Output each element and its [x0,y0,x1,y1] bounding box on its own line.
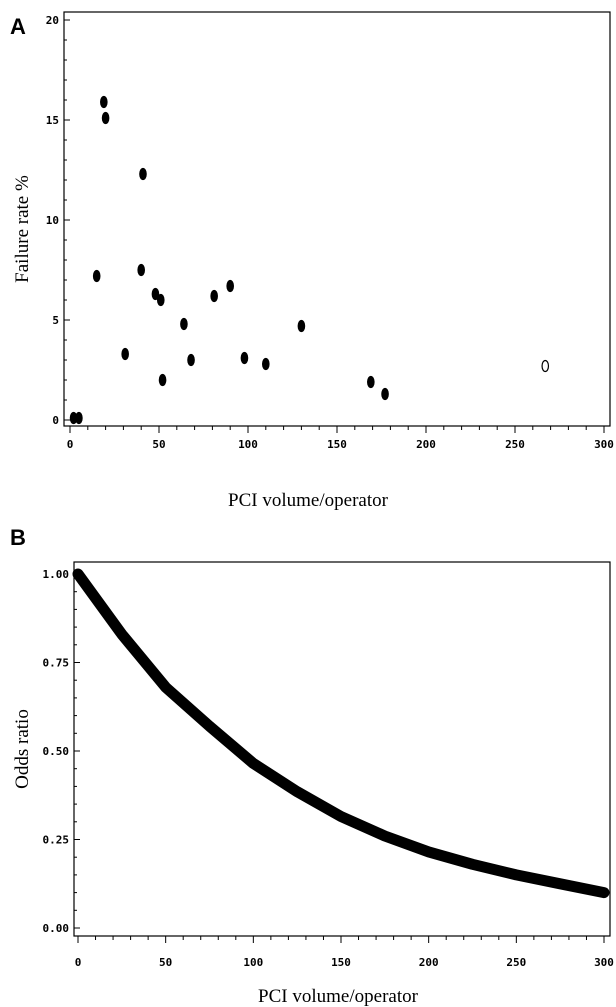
data-point [137,263,146,277]
y-tick-label: 0.75 [43,657,70,670]
data-point [367,375,375,389]
data-point [101,111,110,125]
data-point [240,351,249,365]
data-point [92,269,101,283]
y-tick-label: 5 [52,314,59,327]
x-tick-label: 250 [505,438,525,451]
panel-a-x-axis-label: PCI volume/operator [228,490,389,511]
x-tick-label: 150 [327,438,347,451]
panel-a-points [69,95,550,425]
x-tick-label: 50 [159,956,172,969]
y-tick-label: 0.25 [43,834,70,847]
data-point [139,167,147,181]
panel-a-x-ticks: 0 50 100 150 200 250 300 [67,426,614,451]
y-tick-label: 20 [46,14,59,27]
panel-a-y-axis-label: Failure rate % [12,175,33,283]
x-tick-label: 0 [75,956,82,969]
x-tick-label: 150 [331,956,351,969]
x-tick-label: 300 [594,438,614,451]
panel-b-frame [73,561,611,937]
y-tick-label: 15 [46,114,59,127]
x-tick-label: 100 [238,438,258,451]
panel-a-frame [63,11,611,427]
x-tick-label: 250 [506,956,526,969]
panel-b-y-ticks: 0.00 0.25 0.50 0.75 1.00 [43,568,80,935]
data-point [261,357,270,371]
y-tick-label: 0.50 [43,745,70,758]
y-tick-label: 1.00 [43,568,70,581]
panel-b-letter: B [10,525,26,550]
data-point [226,279,235,293]
panel-a-chart: 0 5 10 15 20 0 50 100 150 200 250 300 PCI volume/o… [12,11,614,511]
panel-a-letter: A [10,14,26,39]
data-point [297,319,306,333]
data-point [180,317,188,331]
data-point [156,293,165,307]
data-point [151,287,160,301]
y-tick-label: 0 [52,414,59,427]
x-tick-label: 300 [594,956,614,969]
x-tick-label: 0 [67,438,74,451]
data-point [381,387,389,401]
data-point [158,373,167,387]
y-tick-label: 0.00 [43,922,70,935]
panel-a-y-ticks: 0 5 10 15 20 [46,14,70,427]
data-point [75,411,83,425]
x-tick-label: 200 [416,438,436,451]
panel-b-chart: 0.000.250.500.751.00 0 50 100 150 200 250 300 … [12,561,614,1007]
panel-b-x-ticks: 0 50 100 150 200 250 300 [75,936,614,969]
panel-b-y-axis-label: Odds ratio [12,709,33,789]
data-point-open [541,359,550,373]
data-point [187,353,195,367]
panel-b-x-axis-label: PCI volume/operator [258,986,419,1007]
data-point [210,289,218,303]
x-tick-label: 200 [419,956,439,969]
data-point [121,347,129,361]
y-tick-label: 10 [46,214,59,227]
data-point [100,95,108,109]
panel-b-series-line [72,568,610,899]
x-tick-label: 100 [243,956,263,969]
x-tick-label: 50 [152,438,165,451]
